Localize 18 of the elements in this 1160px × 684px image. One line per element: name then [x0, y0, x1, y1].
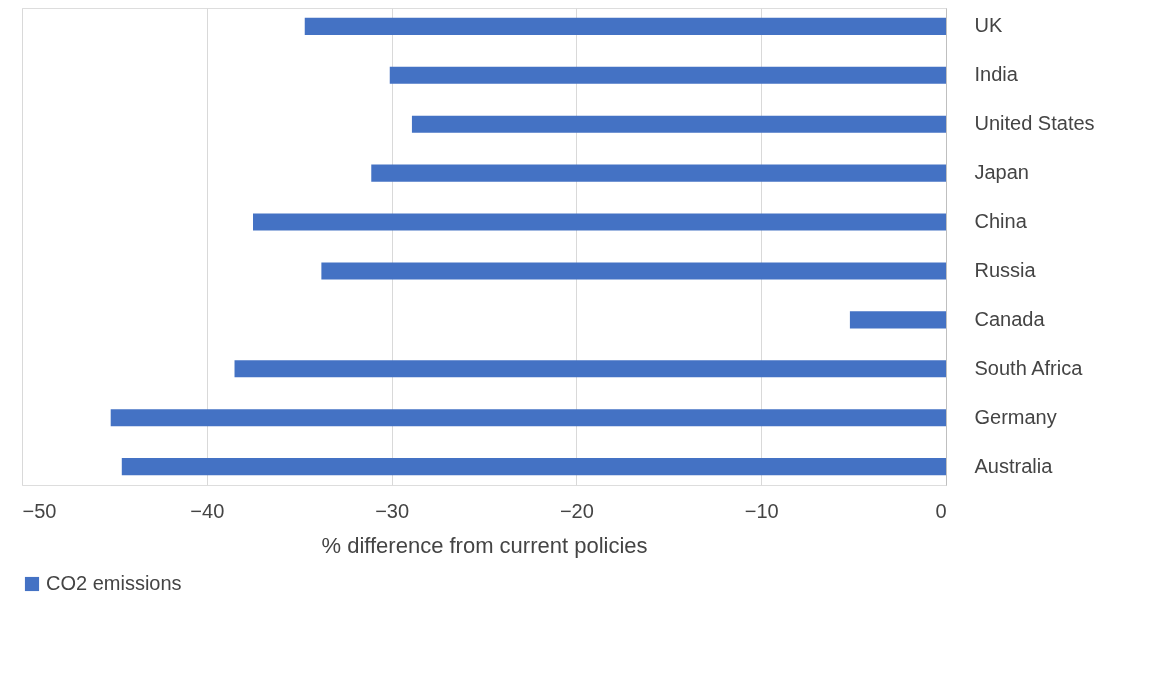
y-tick-label: South Africa: [974, 356, 1084, 379]
x-tick-label: −30: [375, 499, 410, 522]
y-tick-label: China: [974, 210, 1028, 233]
y-tick-label: UK: [974, 14, 1003, 37]
x-tick-label: −10: [744, 499, 779, 522]
x-tick-label: −20: [559, 499, 594, 522]
y-tick-label: Canada: [974, 307, 1046, 330]
y-tick-label: Australia: [974, 454, 1054, 477]
y-tick-label: Japan: [974, 161, 1029, 184]
y-tick-label: United States: [974, 112, 1095, 135]
y-tick-label: Germany: [974, 405, 1057, 428]
x-axis-title: % difference from current policies: [321, 532, 648, 558]
y-tick-label: Russia: [974, 258, 1037, 281]
x-tick-label: 0: [935, 499, 947, 522]
legend-label: CO2 emissions: [46, 572, 182, 594]
y-tick-label: India: [974, 63, 1019, 86]
x-tick-label: −50: [22, 499, 57, 522]
x-tick-label: −40: [190, 499, 225, 522]
